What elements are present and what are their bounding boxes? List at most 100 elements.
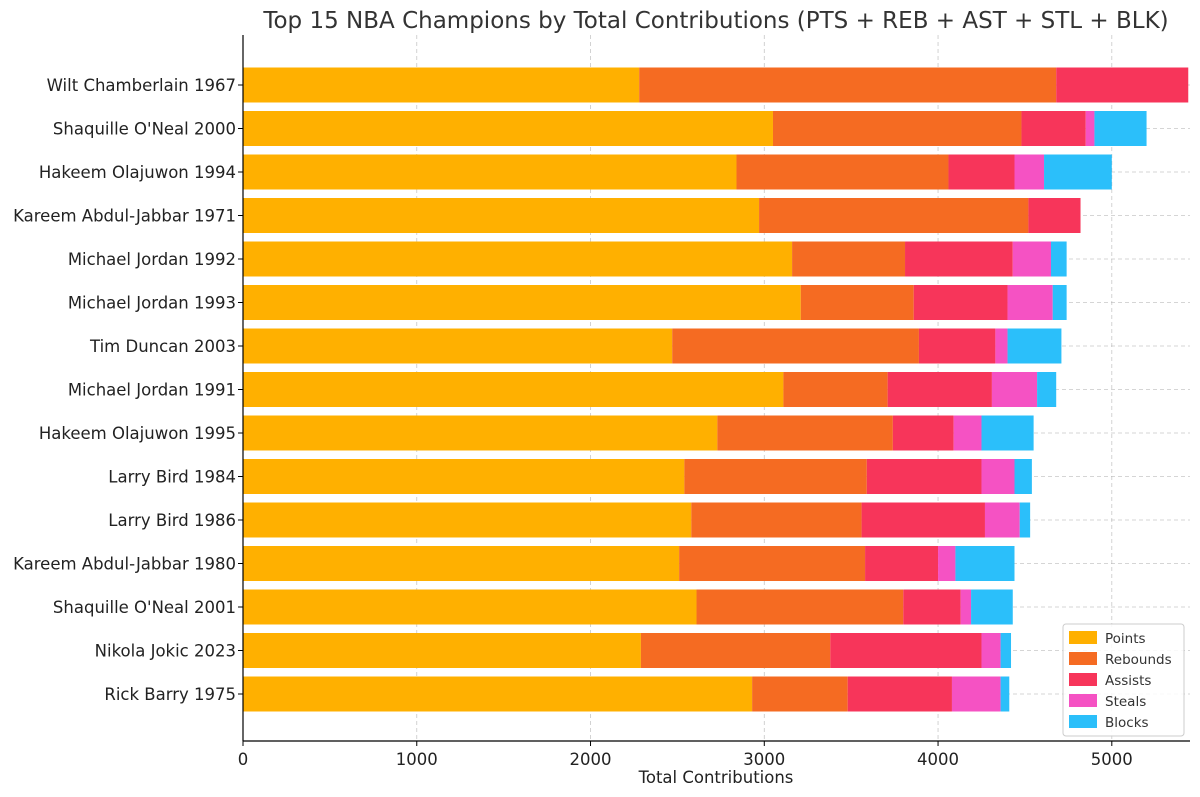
bar-segment-rebounds <box>639 67 1057 103</box>
bar-segment-blocks <box>981 415 1034 451</box>
y-tick-label: Michael Jordan 1992 <box>68 250 236 269</box>
x-tick-labels: 0 1000 2000 3000 4000 5000 <box>238 741 1133 769</box>
y-tick-label: Hakeem Olajuwon 1994 <box>39 163 236 182</box>
bar-segment-points <box>243 372 784 407</box>
legend: Points Rebounds Assists Steals Blocks <box>1062 623 1185 737</box>
bar-segment-rebounds <box>752 676 848 712</box>
bar-segment-points <box>243 285 801 320</box>
y-tick-label: Nikola Jokic 2023 <box>95 642 236 661</box>
bar-segment-steals <box>1014 154 1045 190</box>
bar-segment-blocks <box>971 589 1013 625</box>
legend-swatch-points <box>1069 631 1097 644</box>
bar-segment-points <box>243 546 680 581</box>
bar-segment-blocks <box>1052 285 1067 320</box>
bar-segment-rebounds <box>696 589 904 625</box>
y-tick-label: Hakeem Olajuwon 1995 <box>39 424 236 443</box>
bar-segment-blocks <box>1094 111 1147 146</box>
bar-segment-points <box>243 676 753 712</box>
bar-segment-blocks <box>955 546 1015 581</box>
bar-segment-steals <box>1007 285 1053 320</box>
y-tick-labels: Wilt Chamberlain 1967 Shaquille O'Neal 20… <box>13 76 243 704</box>
bar-segment-points <box>243 154 737 190</box>
y-tick-label: Shaquille O'Neal 2000 <box>53 120 236 139</box>
bar-segment-assists <box>892 415 954 451</box>
y-tick-label: Michael Jordan 1993 <box>68 294 236 313</box>
y-tick-label: Shaquille O'Neal 2001 <box>53 598 236 617</box>
legend-label-points: Points <box>1105 631 1146 647</box>
bar-segment-points <box>243 198 760 233</box>
bars <box>243 67 1189 712</box>
bar-segment-rebounds <box>684 459 867 494</box>
bar-segment-points <box>243 415 718 451</box>
legend-swatch-steals <box>1069 694 1097 707</box>
bar-segment-steals <box>960 589 972 625</box>
bar-segment-assists <box>865 546 939 581</box>
bar-segment-assists <box>905 241 1013 277</box>
bar-segment-blocks <box>1037 372 1057 407</box>
chart-title: Top 15 NBA Champions by Total Contributi… <box>262 8 1168 34</box>
x-tick-label: 4000 <box>917 750 959 769</box>
bar-segment-steals <box>995 328 1008 364</box>
y-tick-label: Larry Bird 1984 <box>108 468 236 487</box>
bar-segment-assists <box>918 328 996 364</box>
bar-segment-assists <box>847 676 952 712</box>
bar-segment-points <box>243 633 641 668</box>
bar-segment-rebounds <box>717 415 893 451</box>
bar-segment-assists <box>1028 198 1081 233</box>
legend-swatch-rebounds <box>1069 652 1097 665</box>
bar-segment-steals <box>1085 111 1095 146</box>
x-tick-label: 0 <box>238 750 249 769</box>
y-tick-label: Kareem Abdul-Jabbar 1980 <box>13 555 236 574</box>
bar-segment-steals <box>984 502 1020 538</box>
y-tick-label: Tim Duncan 2003 <box>89 337 236 356</box>
y-tick-label: Wilt Chamberlain 1967 <box>47 76 236 95</box>
legend-label-blocks: Blocks <box>1105 715 1149 731</box>
bar-segment-assists <box>887 372 992 407</box>
bar-segment-blocks <box>1000 676 1010 712</box>
x-tick-label: 5000 <box>1091 750 1133 769</box>
bar-segment-points <box>243 589 697 625</box>
bar-segment-steals <box>953 415 982 451</box>
bar-segment-blocks <box>1000 633 1012 668</box>
bar-segment-rebounds <box>691 502 862 538</box>
bar-segment-steals <box>938 546 956 581</box>
bar-segment-blocks <box>1044 154 1112 190</box>
bar-segment-rebounds <box>672 328 919 364</box>
bar-segment-assists <box>913 285 1008 320</box>
x-tick-label: 3000 <box>743 750 785 769</box>
bar-segment-assists <box>866 459 982 494</box>
bar-segment-assists <box>830 633 982 668</box>
bar-segment-points <box>243 502 692 538</box>
bar-segment-rebounds <box>800 285 914 320</box>
bar-segment-blocks <box>1050 241 1067 277</box>
y-tick-label: Larry Bird 1986 <box>108 511 236 530</box>
bar-segment-steals <box>1012 241 1051 277</box>
bar-segment-assists <box>948 154 1015 190</box>
bar-segment-rebounds <box>759 198 1029 233</box>
axes <box>242 35 1190 742</box>
legend-swatch-blocks <box>1069 715 1097 728</box>
bar-segment-rebounds <box>772 111 1022 146</box>
bar-segment-rebounds <box>736 154 949 190</box>
bar-segment-blocks <box>1007 328 1062 364</box>
x-tick-label: 2000 <box>570 750 612 769</box>
bar-segment-steals <box>981 633 1001 668</box>
y-tick-label: Rick Barry 1975 <box>104 685 236 704</box>
bar-segment-rebounds <box>679 546 866 581</box>
bar-segment-points <box>243 459 685 494</box>
legend-label-assists: Assists <box>1105 673 1151 689</box>
bar-segment-points <box>243 67 640 103</box>
bar-segment-rebounds <box>792 241 906 277</box>
bar-segment-rebounds <box>783 372 888 407</box>
bar-segment-steals <box>951 676 1001 712</box>
x-axis-label: Total Contributions <box>638 768 794 787</box>
x-tick-label: 1000 <box>396 750 438 769</box>
bar-segment-rebounds <box>640 633 831 668</box>
bar-segment-blocks <box>1019 502 1031 538</box>
bar-segment-steals <box>991 372 1038 407</box>
bar-segment-points <box>243 328 673 364</box>
y-tick-label: Kareem Abdul-Jabbar 1971 <box>13 207 236 226</box>
bar-segment-assists <box>861 502 985 538</box>
legend-swatch-assists <box>1069 673 1097 686</box>
